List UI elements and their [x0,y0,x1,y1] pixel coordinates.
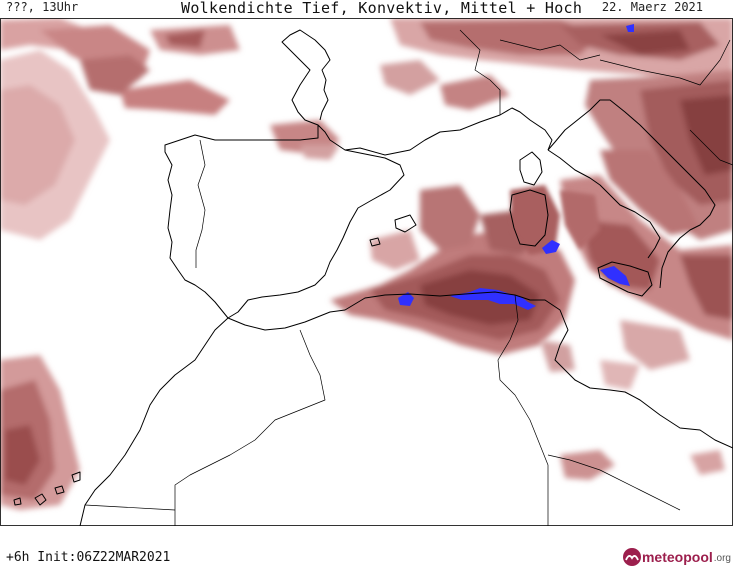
cloud-southern-italy [560,175,733,390]
cloud-tyrrhenian [510,185,600,255]
forecast-date-label: 22. Maerz 2021 [601,0,703,14]
cloud-balkans [585,70,733,240]
header-bar: ???, 13Uhr Wolkendichte Tief, Konvektiv,… [0,0,733,18]
map-canvas [0,18,733,527]
map-title: Wolkendichte Tief, Konvektiv, Mittel + H… [181,0,583,17]
coastlines [13,29,733,527]
cloud-layer [0,18,733,510]
meteopool-logo[interactable]: meteopool .org [622,546,731,568]
logo-suffix: .org [713,553,731,564]
cloud-libya-coast [540,340,725,480]
cloud-atlantic-southwest [0,355,80,510]
meteopool-logo-icon [622,548,641,566]
cloud-density-map [0,18,733,527]
cloud-europe-north [380,18,733,110]
footer-bar: +6h Init:06Z22MAR2021 meteopool .org [0,526,733,566]
init-time-label: +6h Init:06Z22MAR2021 [6,550,171,565]
forecast-time-label: ???, 13Uhr [6,0,79,14]
logo-text: meteopool [641,549,713,565]
cloud-atlantic-northwest [0,18,240,240]
